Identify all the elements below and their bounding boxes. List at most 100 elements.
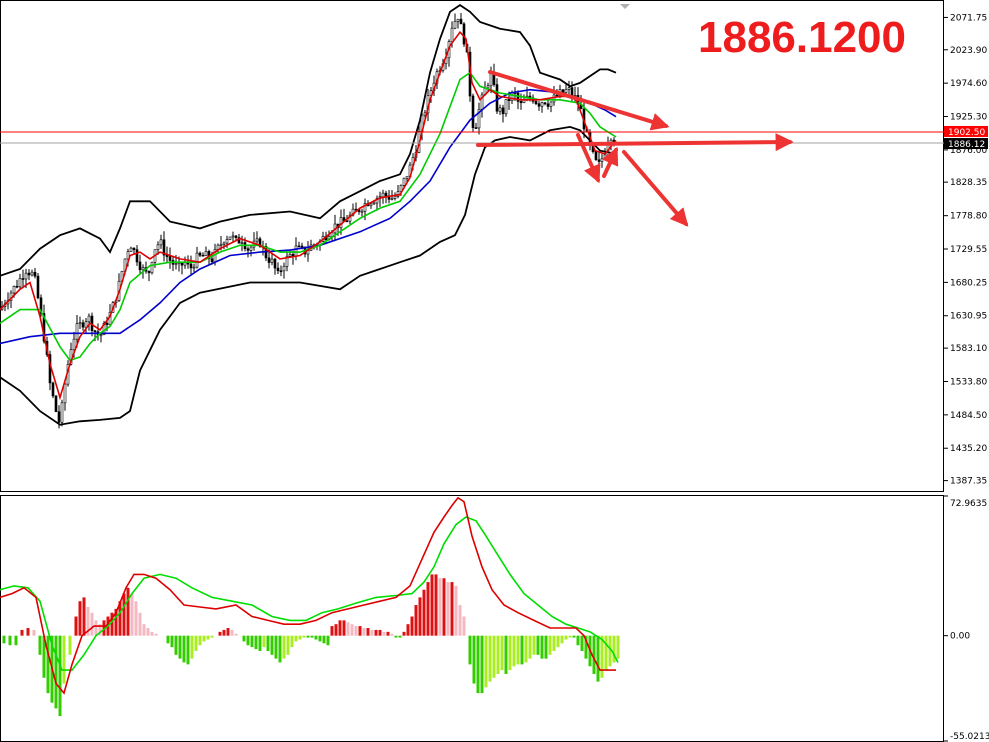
level-price-label: 1902.50 [948,128,985,138]
histogram-bar [258,635,262,651]
histogram-bar [358,626,362,636]
arrow-down-steep-icon [622,150,689,227]
candle [135,245,139,266]
candle [534,99,538,106]
candle [84,317,88,334]
histogram-bar [138,612,142,636]
histogram-bar [394,635,398,638]
histogram-bar [342,620,346,636]
histogram-bar [270,635,274,655]
arrow-right-icon [476,133,794,152]
histogram-bar [274,635,278,659]
candle [504,99,508,117]
bollinger-lower-line [0,125,617,426]
candle [276,262,280,274]
histogram-bar [98,624,102,636]
candle [249,244,253,257]
candle [285,251,289,272]
histogram-bar [186,635,190,665]
candle [525,86,529,102]
histogram-bar [604,635,608,671]
histogram-bar [298,635,302,640]
osc-tick-label: 72.9635 [950,499,987,509]
histogram-bar [540,635,544,659]
candle [480,92,484,118]
histogram-bar [286,635,290,655]
candle [240,235,244,252]
osc-tick-label: 0.00 [950,632,970,642]
histogram-bar [198,635,202,646]
histogram-bar [118,601,122,636]
candle [270,252,274,266]
price-headline: 1886.1200 [698,13,906,62]
histogram-bar [434,574,438,636]
histogram-bar [580,635,584,651]
price-tick-label: 1828.35 [950,178,987,188]
histogram-bar [458,605,462,636]
histogram-bar [122,593,126,636]
histogram-bar [418,597,422,636]
candle [189,255,193,275]
candle [96,323,100,341]
histogram-bar [154,633,158,636]
histogram-bar [512,635,516,667]
histogram-bar [282,635,286,659]
candle [597,152,601,170]
candle [495,78,499,115]
histogram-bar [302,635,306,638]
current-price-tag [944,138,988,150]
price-tick-label: 1630.95 [950,312,987,322]
histogram-bar [250,635,254,648]
histogram-bar [110,612,114,636]
histogram-bar [596,635,600,682]
histogram-bar [536,635,540,655]
candle [396,184,400,199]
histogram-bar [190,635,194,659]
candle [456,18,460,29]
oscillator-main-line [0,496,616,695]
candle [33,268,37,279]
histogram-bar [62,635,66,684]
histogram-bar [520,635,524,665]
histogram-bar [612,635,616,663]
arrow-down-right-icon [488,70,670,131]
histogram-bar [226,628,230,636]
candle [369,202,373,209]
candle [129,246,133,252]
main-plot [0,4,617,429]
histogram-bar [294,635,298,642]
histogram-bar [568,635,572,638]
histogram-bar [58,635,62,717]
histogram-bar [430,574,434,636]
oscillator-signal-line [0,516,619,671]
main-panel-frame [0,0,944,492]
histogram-bar [146,628,150,636]
candle [252,232,256,251]
histogram-bar [450,582,454,636]
scroll-marker-icon[interactable] [620,4,630,9]
histogram-bar [126,587,130,636]
candle [273,257,277,275]
price-tick-label: 1974.60 [950,79,987,89]
histogram-bar [508,635,512,671]
price-tick-label: 1387.35 [950,477,987,487]
histogram-bar [600,635,604,678]
candle [549,101,553,113]
candle [192,263,196,273]
price-tick-label: 1729.55 [950,245,987,255]
candle [522,94,526,104]
candle [297,241,301,248]
histogram-bar [174,635,178,655]
price-tick-label: 2023.90 [950,46,987,56]
histogram-bar [362,628,366,636]
histogram-bar [254,635,258,650]
histogram-bar [202,635,206,642]
histogram-bar [210,635,214,638]
histogram-bar [576,635,580,646]
histogram-bar [78,601,82,636]
candle [51,381,55,399]
candle [36,273,40,300]
histogram-bar [14,635,18,646]
histogram-bar [86,606,90,636]
